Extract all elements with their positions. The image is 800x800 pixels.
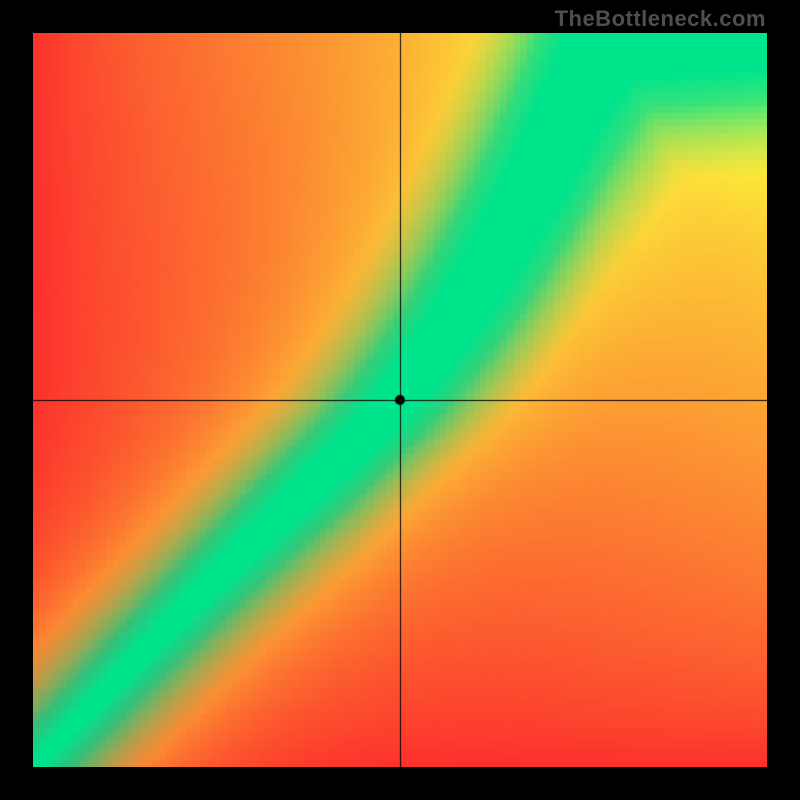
crosshair-overlay	[33, 33, 767, 767]
watermark-text: TheBottleneck.com	[555, 6, 766, 32]
chart-container: TheBottleneck.com	[0, 0, 800, 800]
